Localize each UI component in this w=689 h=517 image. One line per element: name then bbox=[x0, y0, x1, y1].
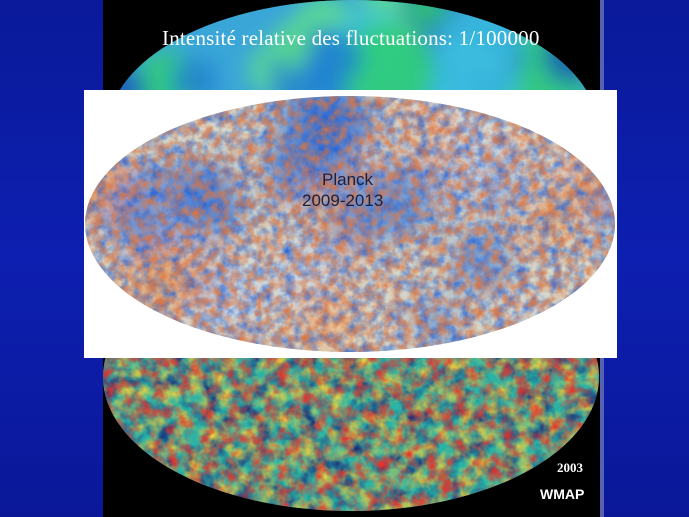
planck-panel bbox=[84, 90, 617, 358]
planck-sky-map bbox=[85, 96, 615, 352]
wmap-sky-map bbox=[103, 357, 600, 517]
planck-years: 2009-2013 bbox=[302, 191, 384, 210]
wmap-year: 2003 bbox=[557, 460, 583, 475]
planck-name: Planck bbox=[322, 170, 374, 189]
wmap-name: WMAP bbox=[540, 486, 585, 502]
top-sky-map bbox=[108, 0, 598, 92]
slide-title: Intensité relative des fluctuations: 1/1… bbox=[162, 26, 540, 50]
